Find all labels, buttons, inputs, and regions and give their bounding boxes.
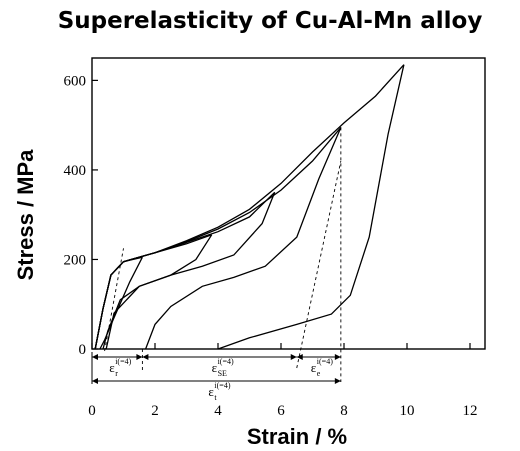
y-tick-label: 200: [64, 252, 87, 268]
eps-t-label: ε: [208, 384, 214, 399]
eps-e-arrow-right: [334, 354, 341, 360]
eps-se-arrow-right: [290, 354, 297, 360]
x-tick-label: 10: [400, 403, 415, 419]
chart-title: Superelasticity of Cu-Al-Mn alloy: [58, 8, 483, 34]
eps-r-subscript: r: [115, 369, 118, 378]
eps-e-label: ε: [311, 360, 317, 375]
x-tick-label: 4: [214, 403, 222, 419]
eps-r-label: ε: [109, 360, 115, 375]
x-tick-label: 2: [151, 403, 159, 419]
axis-ticks: 0 2 4 6 8 10 12 0 200 400 600: [64, 73, 478, 419]
eps-se-superscript: i(=4): [218, 357, 234, 366]
y-tick-label: 0: [79, 342, 87, 358]
eps-e-subscript: e: [317, 369, 321, 378]
x-tick-label: 12: [463, 403, 478, 419]
eps-r-arrow-right: [136, 354, 143, 360]
eps-t-superscript: i(=4): [214, 381, 230, 390]
recovery-guide-dashed: [296, 160, 342, 369]
unloading-curve-5: [217, 64, 405, 350]
eps-r-arrow-left: [92, 354, 98, 360]
x-tick-label: 8: [340, 403, 348, 419]
unloading-curve-1: [99, 256, 143, 350]
eps-se-arrow-left: [142, 354, 149, 360]
x-axis-label: Strain / %: [247, 424, 347, 449]
unloading-curve-4: [144, 127, 342, 350]
stress-strain-curves: [94, 64, 405, 382]
plot-frame: [91, 57, 486, 350]
eps-e-superscript: i(=4): [317, 357, 333, 366]
strain-annotations: ε ri(=4) ε SEi(=4) ε ei(=4)ε ti(=4): [91, 352, 341, 402]
y-axis-label: Stress / MPa: [13, 149, 38, 281]
eps-e-arrow-left: [296, 354, 303, 360]
x-tick-label: 6: [277, 403, 285, 419]
eps-t-arrow-left: [92, 378, 98, 384]
eps-t-subscript: t: [214, 393, 217, 402]
unloading-curve-3: [105, 192, 276, 350]
eps-se-label: ε: [212, 360, 218, 375]
eps-r-superscript: i(=4): [115, 357, 131, 366]
x-tick-label: 0: [88, 403, 96, 419]
eps-t-arrow-right: [334, 378, 341, 384]
eps-se-subscript: SE: [218, 369, 227, 378]
y-tick-label: 400: [64, 163, 87, 179]
loading-curve-5: [94, 64, 405, 350]
y-tick-label: 600: [64, 73, 87, 89]
